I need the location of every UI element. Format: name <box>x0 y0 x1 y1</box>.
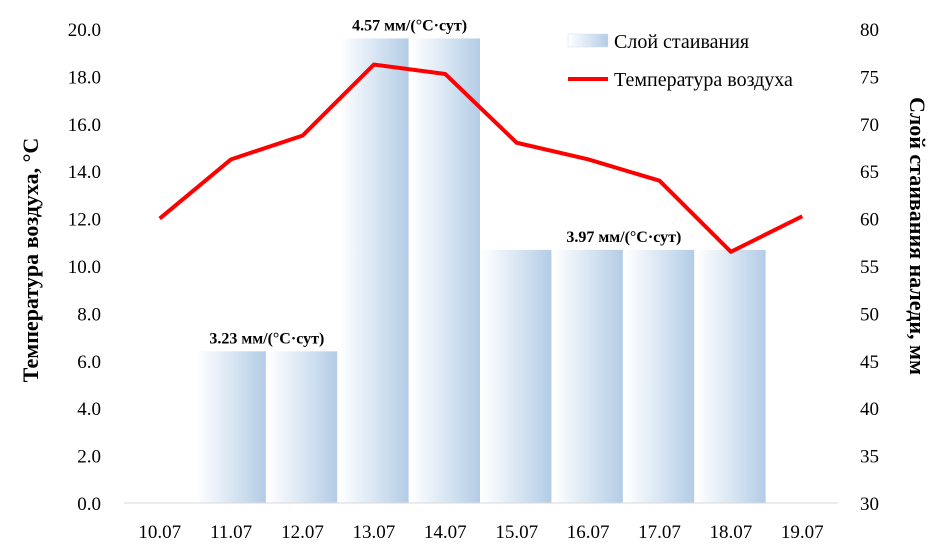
annotations: 3.23 мм/(°C·сут) 4.57 мм/(°C·сут) 3.97 мм/… <box>209 17 681 347</box>
right-tick-label: 35 <box>860 447 879 468</box>
x-tick-label: 14.07 <box>424 522 467 543</box>
line-layer <box>158 62 804 254</box>
x-tick-label: 10.07 <box>138 522 181 543</box>
bar-13.07 <box>339 38 409 503</box>
x-tick-label: 16.07 <box>567 522 610 543</box>
bar-17.07 <box>624 249 695 503</box>
bar-15.07 <box>482 249 552 503</box>
right-tick-label: 45 <box>860 352 879 373</box>
bar-11.07 <box>196 351 266 503</box>
right-tick-label: 55 <box>860 257 879 278</box>
bars-layer <box>196 38 766 503</box>
left-tick-label: 10.0 <box>68 257 101 278</box>
x-tick-label: 12.07 <box>281 522 324 543</box>
x-tick-label: 11.07 <box>210 522 252 543</box>
x-tick-label: 15.07 <box>495 522 538 543</box>
temperature-line <box>158 62 804 254</box>
x-tick-label: 13.07 <box>353 522 396 543</box>
left-tick-label: 8.0 <box>77 304 101 325</box>
bar-16.07 <box>553 249 623 503</box>
left-tick-label: 0.0 <box>77 494 101 515</box>
rate-annotation: 3.23 мм/(°C·сут) <box>209 330 324 347</box>
legend-swatch-bar <box>567 33 609 48</box>
left-tick-label: 6.0 <box>77 352 101 373</box>
bar-14.07 <box>410 38 480 503</box>
right-tick-label: 70 <box>860 115 879 136</box>
right-axis-ticks: 30 35 40 45 50 55 60 65 70 75 80 <box>860 20 879 515</box>
bar-12.07 <box>267 351 338 503</box>
left-tick-label: 2.0 <box>77 447 101 468</box>
left-tick-label: 14.0 <box>68 162 101 183</box>
x-tick-label: 19.07 <box>781 522 824 543</box>
x-axis-ticks: 10.07 11.07 12.07 13.07 14.07 15.07 16.07 17.07… <box>138 522 823 543</box>
right-tick-label: 75 <box>860 67 879 88</box>
legend-label-bar: Слой стаивания <box>614 31 749 53</box>
left-axis-title: Температура воздуха, °C <box>18 138 43 383</box>
right-tick-label: 60 <box>860 210 879 231</box>
legend: Слой стаивания Температура воздуха <box>567 31 793 91</box>
right-tick-label: 50 <box>860 304 879 325</box>
right-tick-label: 80 <box>860 20 879 41</box>
legend-label-line: Температура воздуха <box>614 69 793 91</box>
left-tick-label: 18.0 <box>68 67 101 88</box>
x-tick-label: 17.07 <box>638 522 681 543</box>
bar-18.07 <box>696 249 766 503</box>
right-tick-label: 40 <box>860 399 879 420</box>
left-tick-label: 4.0 <box>77 399 101 420</box>
rate-annotation: 3.97 мм/(°C·сут) <box>566 229 681 246</box>
rate-annotation: 4.57 мм/(°C·сут) <box>352 17 467 34</box>
left-tick-label: 12.0 <box>68 210 101 231</box>
right-tick-label: 65 <box>860 162 879 183</box>
x-tick-label: 18.07 <box>710 522 753 543</box>
left-tick-label: 16.0 <box>68 115 101 136</box>
left-tick-label: 20.0 <box>68 20 101 41</box>
right-tick-label: 30 <box>860 494 879 515</box>
left-axis-ticks: 0.0 2.0 4.0 6.0 8.0 10.0 12.0 14.0 16.0 18.0 20.0 <box>68 20 101 515</box>
right-axis-title: Слой стаивания наледи, мм <box>905 97 930 375</box>
